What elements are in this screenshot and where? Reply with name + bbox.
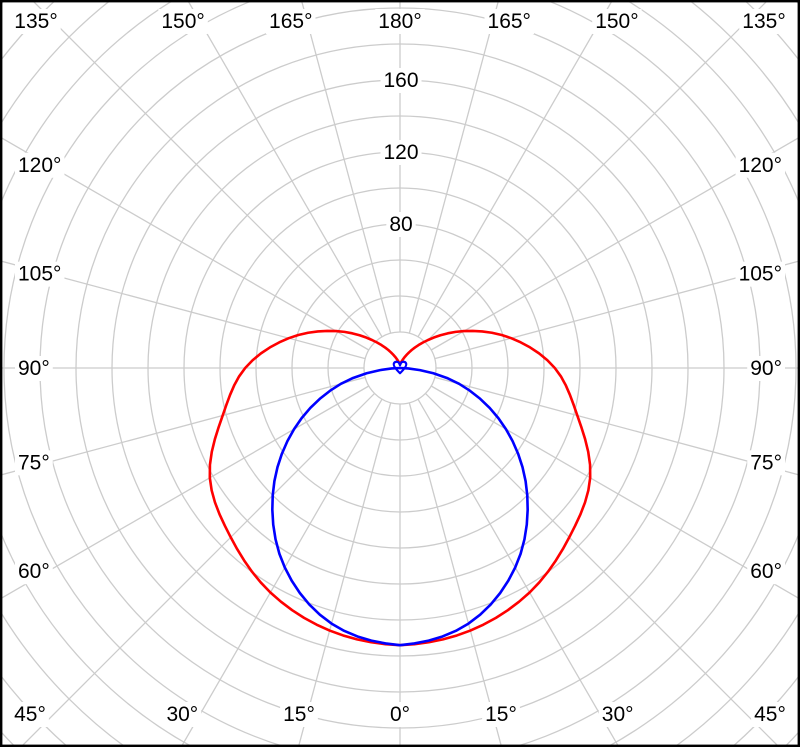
angle-label-top: 150° xyxy=(595,10,638,33)
angle-label-bottom: 0° xyxy=(390,703,410,726)
angle-label-left-background xyxy=(15,152,65,178)
radial-tick-label-background xyxy=(380,68,422,93)
angle-label-left: 120° xyxy=(18,154,61,177)
angle-label-top-background xyxy=(266,9,316,34)
angle-label-bottom: 30° xyxy=(166,703,198,726)
angle-gridline-spoke xyxy=(180,398,383,747)
angle-label-right: 60° xyxy=(750,560,782,583)
radial-tick-label: 80 xyxy=(389,213,412,236)
angle-label-bottom-background xyxy=(386,702,414,727)
angle-label-left-background xyxy=(15,261,65,287)
angle-gridline-spoke xyxy=(434,376,800,476)
angle-label-right: 75° xyxy=(750,451,782,474)
angle-label-top: 165° xyxy=(488,10,531,33)
angle-gridline-spoke xyxy=(297,402,392,747)
angle-label-bottom: 45° xyxy=(14,703,46,726)
angle-label-right: 120° xyxy=(739,154,782,177)
angle-label-right-background xyxy=(735,152,785,178)
blue-distribution-curve xyxy=(271,366,529,647)
radial-tick-label-background xyxy=(380,140,422,165)
angle-gridline-spoke xyxy=(434,260,800,360)
angle-gridline-spoke xyxy=(0,385,370,600)
angle-label-right-background xyxy=(747,356,785,381)
angle-label-top-background xyxy=(375,9,425,34)
angle-label-top: 135° xyxy=(742,10,785,33)
angle-gridline-spoke xyxy=(408,402,503,747)
radial-tick-label-background xyxy=(386,212,416,237)
angle-label-bottom: 15° xyxy=(485,703,517,726)
angle-label-bottom: 45° xyxy=(754,703,786,726)
angle-label-right-background xyxy=(747,450,785,476)
angle-gridline-spoke xyxy=(186,0,383,338)
angle-label-top: 165° xyxy=(269,10,312,33)
angle-label-bottom-background xyxy=(11,702,49,727)
angle-label-bottom: 15° xyxy=(283,703,315,726)
angle-label-bottom: 30° xyxy=(602,703,634,726)
angle-label-left: 90° xyxy=(18,357,50,380)
blue-distribution-curve-origin-loop xyxy=(392,360,408,375)
angle-gridline-spoke xyxy=(430,136,800,351)
angle-label-bottom-background xyxy=(751,702,789,727)
angle-label-right-background xyxy=(747,559,785,585)
angle-gridline-spoke xyxy=(417,0,614,338)
angle-label-bottom-background xyxy=(598,702,637,727)
angle-label-left-background xyxy=(15,450,53,476)
angle-gridline-spoke xyxy=(0,136,370,351)
angle-label-top-background xyxy=(484,9,534,34)
angle-label-top-background xyxy=(158,9,208,34)
angle-gridline-spoke xyxy=(300,0,392,334)
angle-label-bottom-background xyxy=(280,702,318,727)
angle-label-top-background xyxy=(592,9,642,34)
angle-label-left-background xyxy=(15,356,53,381)
radial-tick-label: 160 xyxy=(383,69,418,92)
angle-label-right: 105° xyxy=(739,263,782,286)
angle-label-bottom-background xyxy=(163,702,202,727)
angle-label-bottom-background xyxy=(482,702,520,727)
angle-label-left-background xyxy=(15,559,53,585)
angle-label-left: 75° xyxy=(18,451,50,474)
radial-tick-label: 120 xyxy=(383,141,418,164)
angle-label-right-background xyxy=(735,261,785,287)
angle-label-top: 180° xyxy=(378,10,421,33)
angle-label-left: 60° xyxy=(18,560,50,583)
angle-label-left: 105° xyxy=(18,263,61,286)
angle-gridline-spoke xyxy=(0,376,366,476)
angle-label-top: 150° xyxy=(161,10,204,33)
angle-gridline-spoke xyxy=(430,385,800,600)
angle-label-top-background xyxy=(11,9,61,34)
angle-label-top-background xyxy=(739,9,789,34)
angle-label-right: 90° xyxy=(750,357,782,380)
angle-gridline-spoke xyxy=(408,0,500,334)
angle-gridline-spoke xyxy=(417,398,620,747)
angle-label-top: 135° xyxy=(14,10,57,33)
angle-gridline-spoke xyxy=(0,260,366,360)
